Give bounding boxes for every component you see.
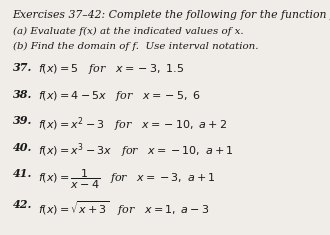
Text: 39.: 39. [13, 115, 32, 126]
Text: 42.: 42. [13, 199, 32, 210]
Text: (a) Evaluate f(x) at the indicated values of x.: (a) Evaluate f(x) at the indicated value… [13, 27, 243, 36]
Text: 40.: 40. [13, 142, 32, 153]
Text: $f(x) = x^3 - 3x$   for   $x = -10,\ a + 1$: $f(x) = x^3 - 3x$ for $x = -10,\ a + 1$ [38, 142, 234, 160]
Text: 41.: 41. [13, 168, 32, 179]
Text: $f(x) = \sqrt{x+3}$   for   $x = 1,\ a - 3$: $f(x) = \sqrt{x+3}$ for $x = 1,\ a - 3$ [38, 199, 210, 218]
Text: $f(x) = 4 - 5x$   for   $x = -5,\ 6$: $f(x) = 4 - 5x$ for $x = -5,\ 6$ [38, 89, 202, 103]
Text: 37.: 37. [13, 63, 32, 73]
Text: $f(x) = x^2 - 3$   for   $x = -10,\ a + 2$: $f(x) = x^2 - 3$ for $x = -10,\ a + 2$ [38, 115, 227, 134]
Text: (b) Find the domain of f.  Use interval notation.: (b) Find the domain of f. Use interval n… [13, 42, 258, 51]
Text: $f(x) = 5$   for   $x = -3,\ 1.5$: $f(x) = 5$ for $x = -3,\ 1.5$ [38, 63, 184, 76]
Text: Exercises 37–42: Complete the following for the function f.: Exercises 37–42: Complete the following … [13, 10, 330, 20]
Text: 38.: 38. [13, 89, 32, 100]
Text: $f(x) = \dfrac{1}{x-4}$   for   $x = -3,\ a + 1$: $f(x) = \dfrac{1}{x-4}$ for $x = -3,\ a … [38, 168, 216, 192]
